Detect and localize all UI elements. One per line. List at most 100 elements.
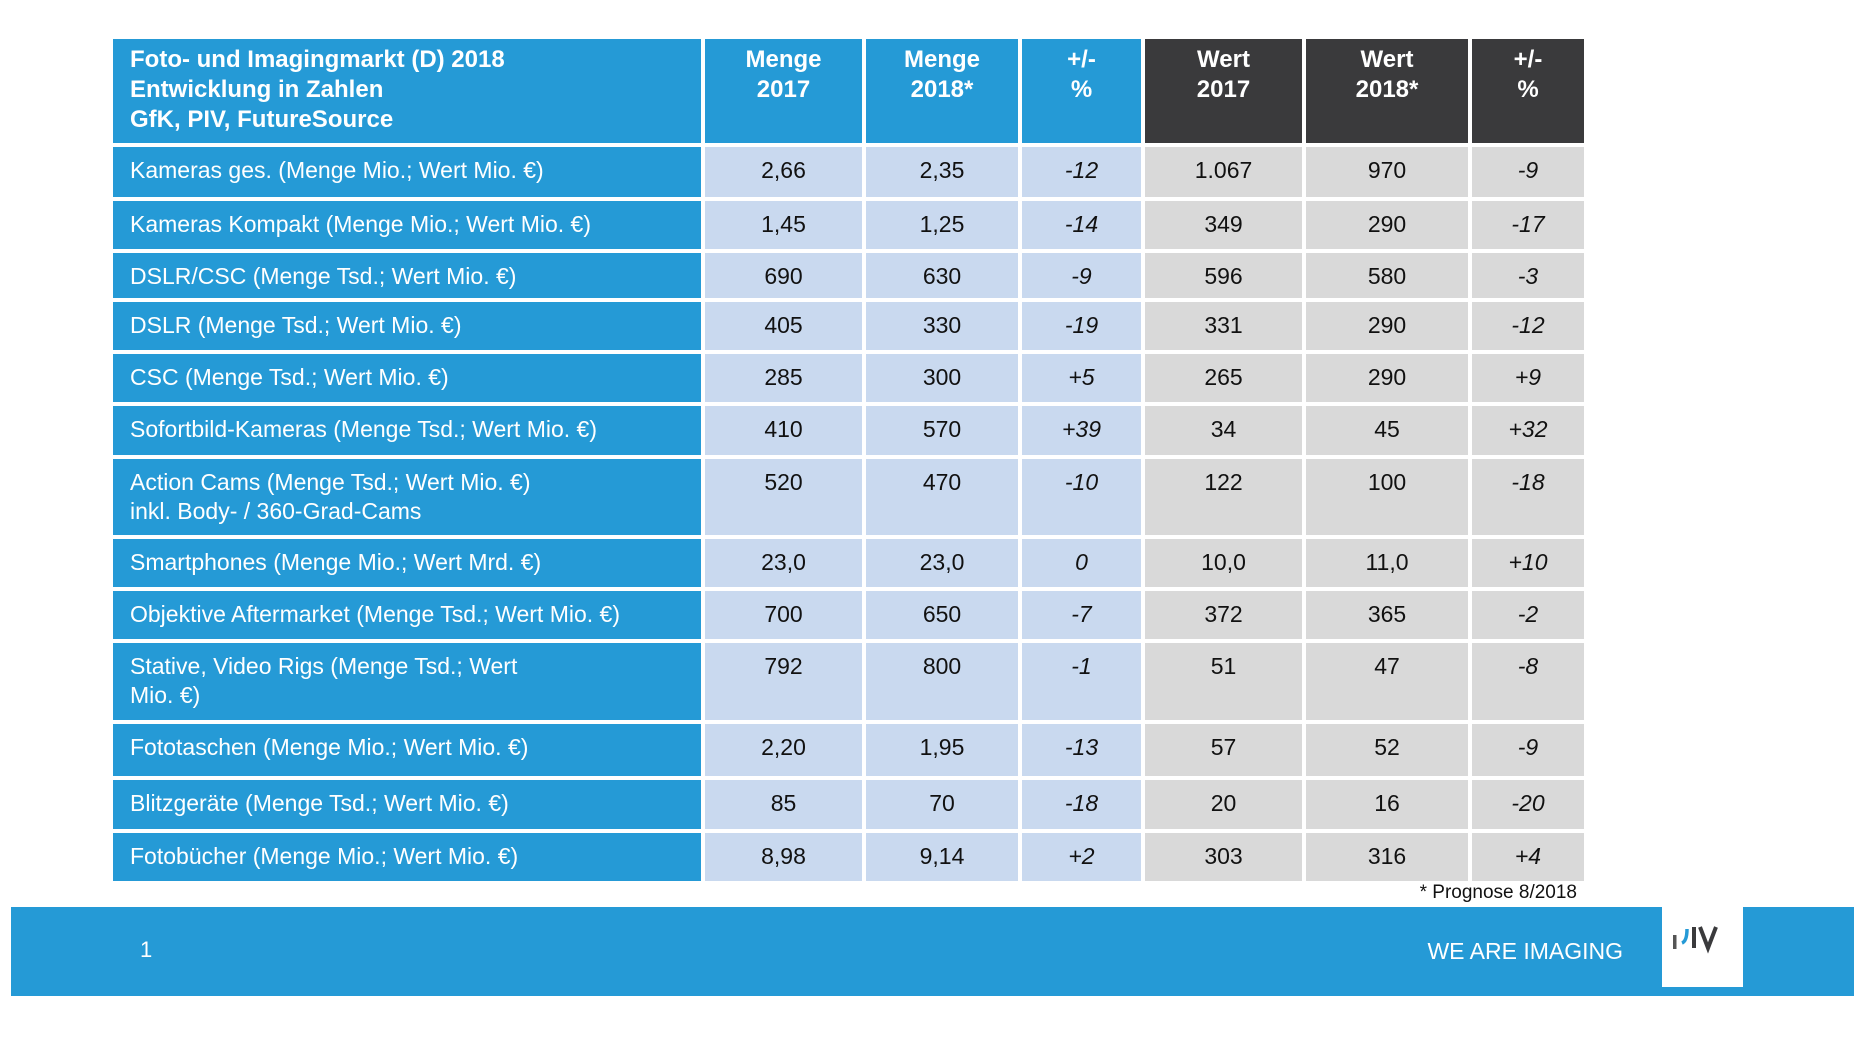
table-cell: 365 [1306, 591, 1468, 639]
row-label: Smartphones (Menge Mio.; Wert Mrd. €) [113, 539, 701, 587]
column-header: Wert 2018* [1306, 39, 1468, 143]
table-cell: 100 [1306, 459, 1468, 535]
table-cell: +4 [1472, 833, 1584, 881]
cell-text: DSLR/CSC (Menge Tsd.; Wert Mio. €) [130, 263, 517, 289]
row-label: Kameras Kompakt (Menge Mio.; Wert Mio. €… [113, 201, 701, 249]
table-cell: 1,95 [866, 724, 1018, 776]
table-cell: 290 [1306, 302, 1468, 350]
table-cell: 650 [866, 591, 1018, 639]
table-cell: +10 [1472, 539, 1584, 587]
table-cell: -18 [1472, 459, 1584, 535]
table-cell: -13 [1022, 724, 1141, 776]
table-cell: 70 [866, 780, 1018, 829]
row-label: DSLR (Menge Tsd.; Wert Mio. €) [113, 302, 701, 350]
table-cell: 290 [1306, 354, 1468, 402]
cell-text: Smartphones (Menge Mio.; Wert Mrd. €) [130, 549, 542, 575]
table-cell: 800 [866, 643, 1018, 720]
table-cell: 303 [1145, 833, 1302, 881]
cell-text: Wert [1197, 46, 1250, 73]
market-table: Foto- und Imagingmarkt (D) 2018 Entwicklu… [113, 39, 1584, 881]
table-cell: 34 [1145, 406, 1302, 455]
table-cell: -7 [1022, 591, 1141, 639]
table-cell: 285 [705, 354, 862, 402]
table-cell: -8 [1472, 643, 1584, 720]
page-number: 1 [140, 937, 153, 962]
column-header: +/-% [1472, 39, 1584, 143]
table-cell: 0 [1022, 539, 1141, 587]
table-cell: 405 [705, 302, 862, 350]
table-cell: -17 [1472, 201, 1584, 249]
row-label: Fototaschen (Menge Mio.; Wert Mio. €) [113, 724, 701, 776]
table-cell: 57 [1145, 724, 1302, 776]
column-header: Menge 2017 [705, 39, 862, 143]
table-cell: +2 [1022, 833, 1141, 881]
table-cell: 52 [1306, 724, 1468, 776]
cell-text: Kameras Kompakt (Menge Mio.; Wert Mio. €… [130, 211, 591, 237]
table-cell: -19 [1022, 302, 1141, 350]
piv-logo-icon [1673, 926, 1718, 954]
cell-text: Wert [1360, 46, 1414, 73]
table-cell: 1,25 [866, 201, 1018, 249]
cell-text: Menge [903, 46, 980, 73]
cell-text: Fotobücher (Menge Mio.; Wert Mio. €) [130, 843, 519, 869]
footer-bar: 1 WE ARE IMAGING [11, 907, 1854, 996]
table-cell: +32 [1472, 406, 1584, 455]
table-cell: +39 [1022, 406, 1141, 455]
cell-text: Foto- und Imagingmarkt (D) 2018 [130, 46, 505, 73]
table-cell: 470 [866, 459, 1018, 535]
table-cell: -9 [1022, 253, 1141, 298]
table-cell: 700 [705, 591, 862, 639]
cell-text: Entwicklung in Zahlen [130, 76, 384, 103]
cell-text: CSC (Menge Tsd.; Wert Mio. €) [130, 364, 449, 390]
cell-text: +/- [1513, 46, 1543, 73]
table-cell: 596 [1145, 253, 1302, 298]
table-cell: 410 [705, 406, 862, 455]
table-cell: -2 [1472, 591, 1584, 639]
table-cell: 520 [705, 459, 862, 535]
table-cell: -3 [1472, 253, 1584, 298]
table-cell: -18 [1022, 780, 1141, 829]
row-label: Fotobücher (Menge Mio.; Wert Mio. €) [113, 833, 701, 881]
table-cell: +9 [1472, 354, 1584, 402]
cell-text: Stative, Video Rigs (Menge Tsd.; Wert [130, 653, 518, 679]
table-cell: 690 [705, 253, 862, 298]
table-cell: 331 [1145, 302, 1302, 350]
table-cell: 570 [866, 406, 1018, 455]
table-cell: 349 [1145, 201, 1302, 249]
slogan: WE ARE IMAGING [1427, 938, 1623, 964]
row-label: DSLR/CSC (Menge Tsd.; Wert Mio. €) [113, 253, 701, 298]
table-cell: 45 [1306, 406, 1468, 455]
column-header: +/-% [1022, 39, 1141, 143]
cell-text: Action Cams (Menge Tsd.; Wert Mio. €) [130, 469, 531, 495]
cell-text: Objektive Aftermarket (Menge Tsd.; Wert … [130, 601, 620, 627]
row-label: Action Cams (Menge Tsd.; Wert Mio. €) ink… [113, 459, 701, 535]
cell-text: Fototaschen (Menge Mio.; Wert Mio. €) [130, 734, 529, 760]
table-cell: 290 [1306, 201, 1468, 249]
table-cell: 1.067 [1145, 147, 1302, 197]
table-cell: -10 [1022, 459, 1141, 535]
table-cell: 23,0 [866, 539, 1018, 587]
header-title: Foto- und Imagingmarkt (D) 2018 Entwicklu… [113, 39, 701, 143]
table-cell: 85 [705, 780, 862, 829]
row-label: Kameras ges. (Menge Mio.; Wert Mio. €) [113, 147, 701, 197]
table-cell: -14 [1022, 201, 1141, 249]
column-header: Menge 2018* [866, 39, 1018, 143]
cell-text: % [1070, 76, 1093, 103]
row-label: Stative, Video Rigs (Menge Tsd.; Wert Mio… [113, 643, 701, 720]
table-cell: 16 [1306, 780, 1468, 829]
row-label: Sofortbild-Kameras (Menge Tsd.; Wert Mio… [113, 406, 701, 455]
table-cell: -12 [1472, 302, 1584, 350]
row-label: CSC (Menge Tsd.; Wert Mio. €) [113, 354, 701, 402]
cell-text: 2018* [910, 76, 974, 103]
row-label: Blitzgeräte (Menge Tsd.; Wert Mio. €) [113, 780, 701, 829]
table-cell: 580 [1306, 253, 1468, 298]
table-cell: 2,20 [705, 724, 862, 776]
table-cell: 1,45 [705, 201, 862, 249]
cell-text: 2017 [1196, 76, 1251, 103]
table-cell: 316 [1306, 833, 1468, 881]
table-cell: 265 [1145, 354, 1302, 402]
table-cell: 300 [866, 354, 1018, 402]
column-header: Wert 2017 [1145, 39, 1302, 143]
table-cell: 2,66 [705, 147, 862, 197]
table-cell: 372 [1145, 591, 1302, 639]
